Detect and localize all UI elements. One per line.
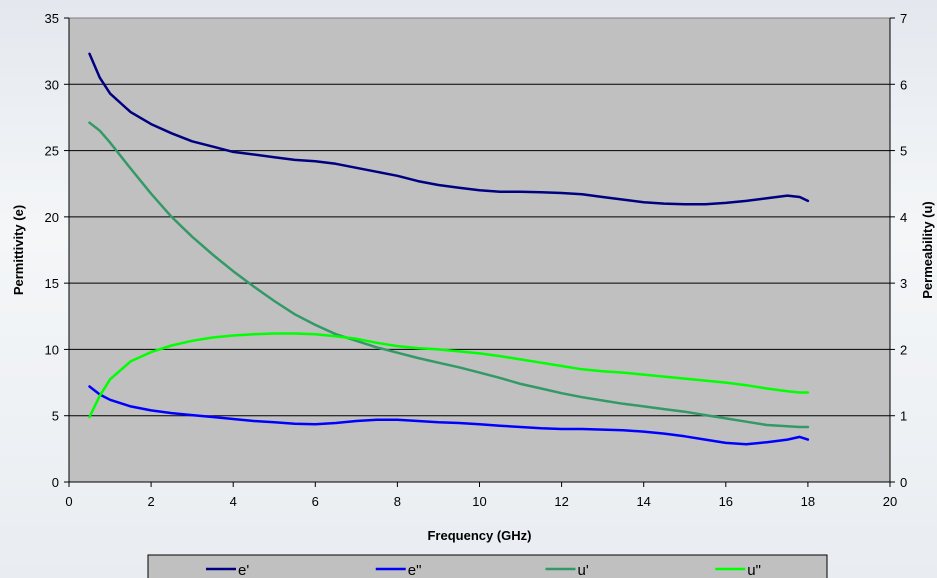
series-line-2 [88, 385, 810, 446]
y-tick-label: 25 [45, 144, 59, 159]
legend-label: e" [408, 562, 422, 578]
y-tick-label: 10 [45, 342, 59, 357]
legend-box [147, 554, 828, 578]
y2-axis-title: Permeability (u) [920, 201, 935, 299]
plot-area [68, 17, 891, 483]
x-tick-label: 20 [883, 494, 897, 509]
y-tick-labels: 0 5 10 15 20 25 30 35 [45, 11, 69, 490]
series-line-4 [88, 332, 810, 419]
x-tick-label: 12 [554, 494, 568, 509]
legend-label: u' [578, 562, 589, 578]
series-line-1 [88, 52, 810, 206]
x-tick-label: 6 [312, 494, 319, 509]
series-line-3 [88, 121, 810, 429]
legend-label: e' [238, 562, 249, 578]
y-tick-label: 35 [45, 11, 59, 26]
legend: e' e" u' u" [147, 554, 828, 578]
x-tick-labels: 0 2 4 6 8 10 12 14 16 18 20 [65, 482, 897, 509]
y-axis-title: Permittivity (e) [11, 205, 26, 295]
y2-tick-label: 3 [900, 276, 907, 291]
y-tick-label: 5 [52, 409, 59, 424]
series-group [88, 52, 810, 446]
y2-tick-label: 7 [900, 11, 907, 26]
x-tick-label: 2 [147, 494, 154, 509]
legend-label: u" [747, 562, 761, 578]
y2-tick-label: 0 [900, 475, 907, 490]
y2-tick-labels: 0 1 2 3 4 5 6 7 [890, 11, 907, 490]
x-tick-label: 18 [801, 494, 815, 509]
y-tick-label: 30 [45, 77, 59, 92]
x-tick-label: 16 [719, 494, 733, 509]
x-tick-label: 0 [65, 494, 72, 509]
y2-tick-label: 2 [900, 342, 907, 357]
x-tick-label: 4 [230, 494, 237, 509]
x-tick-label: 10 [472, 494, 486, 509]
y2-tick-label: 6 [900, 77, 907, 92]
gridlines [69, 83, 890, 417]
x-axis-title: Frequency (GHz) [427, 528, 531, 543]
y2-tick-label: 4 [900, 210, 907, 225]
y-tick-label: 15 [45, 276, 59, 291]
y-tick-label: 0 [52, 475, 59, 490]
y-tick-label: 20 [45, 210, 59, 225]
y2-tick-label: 5 [900, 144, 907, 159]
x-tick-label: 8 [394, 494, 401, 509]
x-tick-label: 14 [636, 494, 650, 509]
y2-tick-label: 1 [900, 409, 907, 424]
